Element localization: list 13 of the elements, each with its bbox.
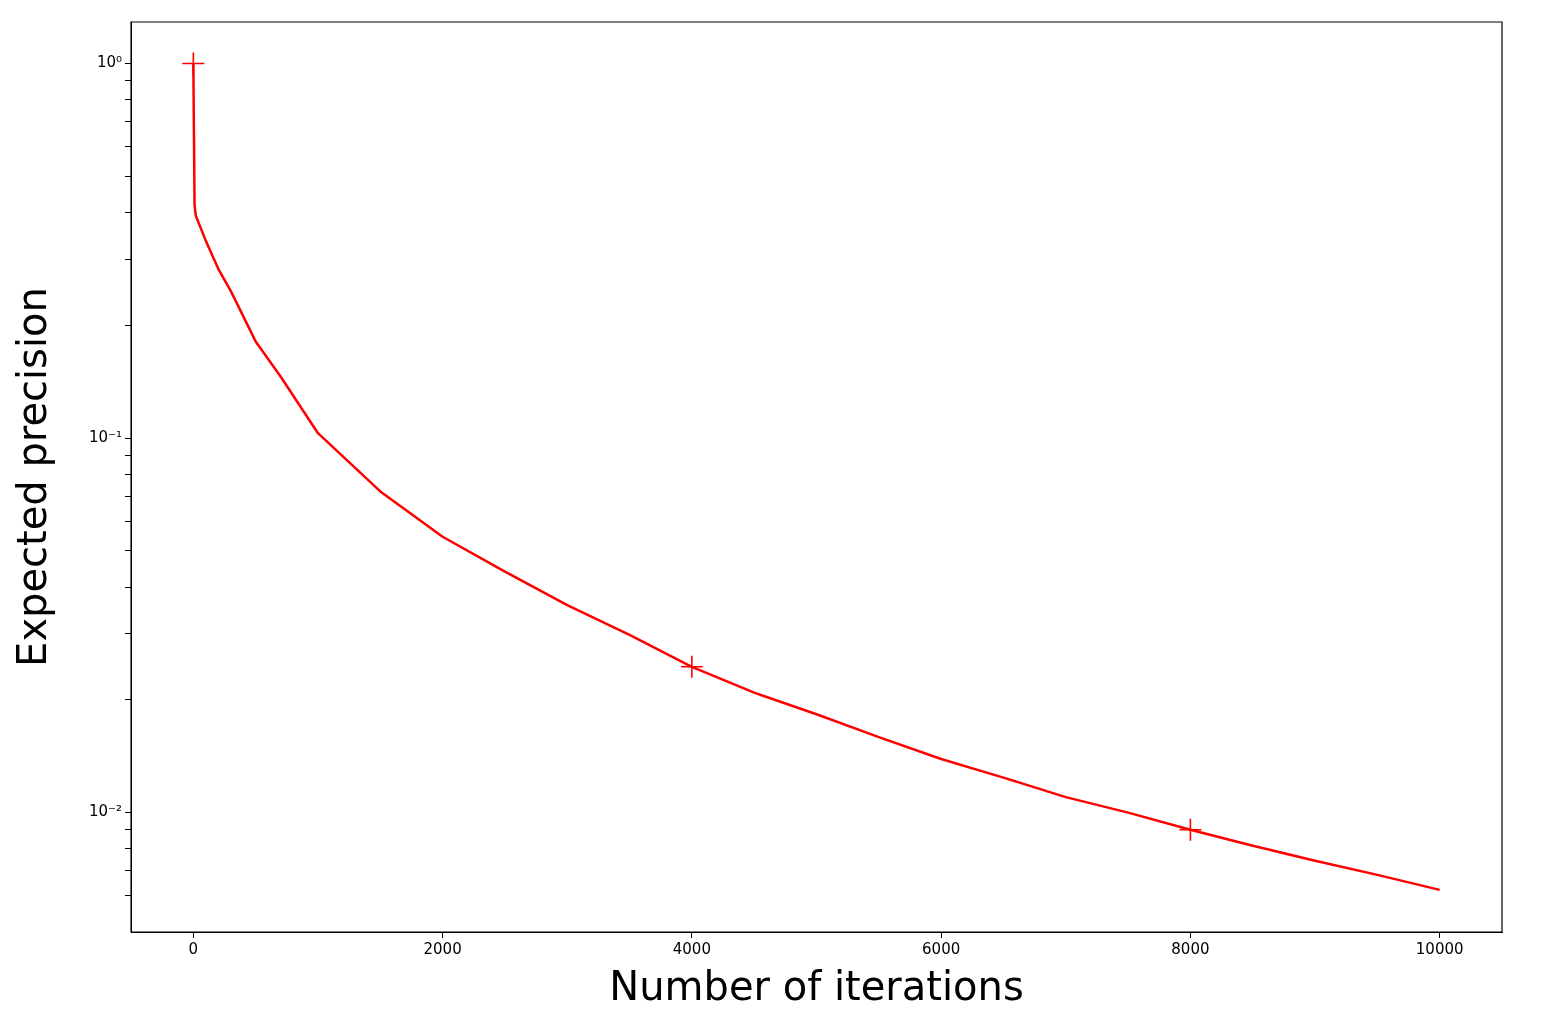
x-tick-label: 6000 (922, 939, 961, 958)
y-tick-label: 10⁻² (88, 802, 123, 821)
y-tick-label: 10⁰ (96, 53, 123, 72)
x-tick-label: 8000 (1171, 939, 1210, 958)
x-tick-label: 10000 (1415, 939, 1464, 958)
x-axis-title: Number of iterations (609, 963, 1024, 1010)
y-tick-label: 10⁻¹ (88, 427, 123, 446)
x-tick-label: 2000 (423, 939, 462, 958)
y-axis-title: Expected precision (9, 287, 56, 667)
point (680, 655, 703, 678)
point (1179, 818, 1202, 841)
x-tick-label: 0 (188, 939, 199, 958)
x-tick-label: 4000 (672, 939, 711, 958)
